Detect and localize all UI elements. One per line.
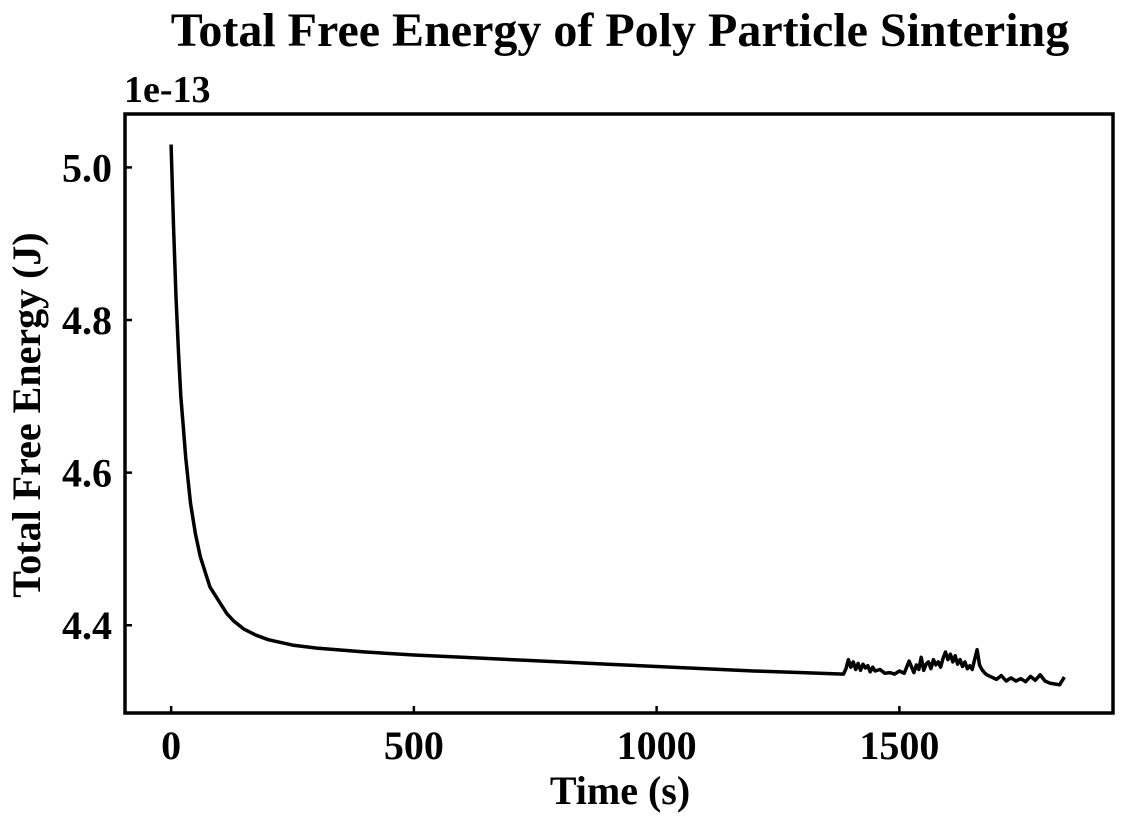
y-tick-label: 5.0 bbox=[62, 145, 112, 190]
y-tick-label: 4.8 bbox=[62, 298, 112, 343]
x-axis-ticks: 0 500 1000 1500 bbox=[161, 706, 939, 768]
y-tick-label: 4.4 bbox=[62, 603, 112, 648]
chart-title: Total Free Energy of Poly Particle Sinte… bbox=[171, 4, 1070, 57]
x-tick-label: 500 bbox=[384, 723, 444, 768]
x-tick-label: 0 bbox=[161, 723, 181, 768]
plot-frame bbox=[123, 112, 1115, 715]
y-offset-label: 1e-13 bbox=[124, 69, 211, 111]
y-axis-ticks: 4.4 4.6 4.8 5.0 bbox=[62, 145, 132, 648]
y-axis-label: Total Free Energy (J) bbox=[4, 232, 49, 598]
plot-area bbox=[169, 144, 1066, 687]
series-line-0 bbox=[169, 144, 1066, 687]
x-axis-label: Time (s) bbox=[550, 768, 690, 813]
x-tick-label: 1000 bbox=[617, 723, 697, 768]
y-tick-label: 4.6 bbox=[62, 451, 112, 496]
x-tick-label: 1500 bbox=[859, 723, 939, 768]
